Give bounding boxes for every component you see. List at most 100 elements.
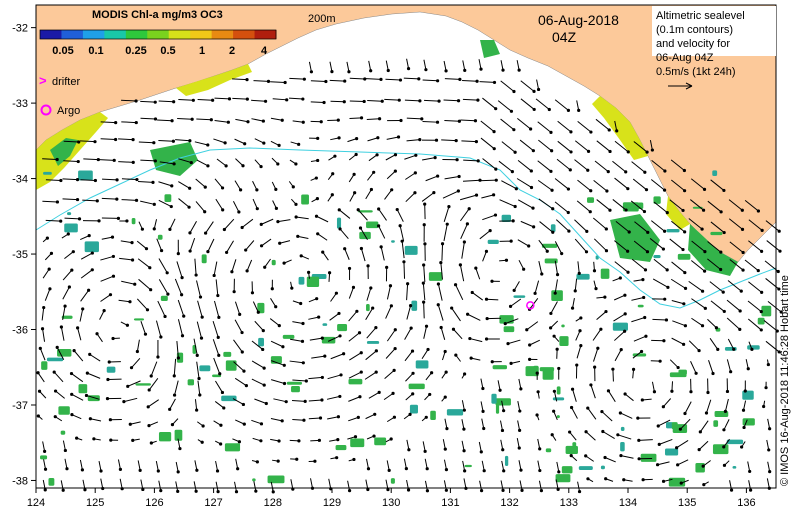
velocity-vector [767, 418, 771, 429]
chl-patch [106, 366, 116, 373]
velocity-vector-head [476, 98, 480, 102]
velocity-vector-head [494, 167, 498, 171]
chl-patch [578, 466, 593, 470]
velocity-vector-head [549, 169, 553, 173]
velocity-vector [406, 139, 420, 142]
velocity-vector-head [694, 371, 698, 375]
chl-patch [390, 478, 395, 484]
velocity-vector-head [206, 164, 210, 168]
velocity-vector-head [502, 409, 506, 413]
chl-patch [712, 170, 718, 176]
velocity-vector-head [191, 98, 195, 102]
velocity-vector-head [451, 327, 456, 331]
chl-patch [40, 455, 48, 460]
velocity-vector-head [195, 353, 199, 357]
velocity-vector-head [337, 311, 341, 316]
chl-patch [492, 365, 507, 370]
velocity-vector-head [443, 395, 447, 399]
velocity-vector [155, 320, 162, 338]
time-label: 04Z [552, 29, 577, 45]
velocity-vector-head [528, 357, 532, 361]
velocity-vector [196, 361, 200, 379]
velocity-vector [555, 219, 570, 232]
y-tick-label: -33 [12, 98, 28, 110]
velocity-vector-head [719, 210, 723, 214]
velocity-vector-head [130, 241, 134, 245]
velocity-vector-head [702, 483, 706, 487]
velocity-vector [330, 292, 337, 302]
velocity-vector [680, 418, 691, 430]
velocity-vector-head [663, 297, 667, 301]
velocity-vector [296, 216, 309, 220]
velocity-vector-head [501, 448, 505, 452]
velocity-vector [461, 140, 477, 143]
velocity-vector [421, 349, 429, 360]
velocity-vector [510, 298, 522, 307]
velocity-vector [348, 332, 360, 342]
velocity-vector [554, 178, 569, 190]
velocity-vector [406, 283, 409, 301]
velocity-vector [727, 338, 735, 350]
velocity-vector-head [240, 330, 244, 335]
velocity-vector-head [663, 169, 667, 173]
colorbar-tick-label: 4 [261, 45, 268, 57]
velocity-vector [585, 431, 596, 441]
velocity-vector-head [443, 349, 447, 354]
velocity-vector [443, 224, 448, 241]
velocity-vector [707, 318, 717, 329]
velocity-vector [71, 393, 84, 401]
velocity-vector-head [259, 222, 263, 226]
velocity-vector-head [568, 430, 572, 434]
velocity-vector-head [359, 370, 363, 374]
velocity-vector [119, 257, 133, 261]
velocity-vector-head [266, 79, 271, 83]
velocity-vector-head [552, 389, 556, 393]
velocity-vector [127, 380, 141, 387]
velocity-vector-head [95, 332, 99, 336]
velocity-vector-head [338, 227, 342, 231]
velocity-vector-head [242, 369, 246, 373]
velocity-vector-head [436, 303, 440, 307]
velocity-vector-head [511, 219, 515, 223]
velocity-vector [386, 285, 391, 300]
velocity-vector-head [200, 440, 204, 444]
velocity-vector-head [301, 321, 305, 326]
velocity-vector-head [683, 270, 687, 275]
velocity-vector [378, 225, 386, 239]
velocity-vector-head [70, 413, 74, 417]
velocity-vector-head [579, 316, 583, 320]
velocity-vector-head [701, 464, 705, 468]
velocity-vector [537, 438, 541, 449]
velocity-vector-head [637, 438, 641, 442]
velocity-vector-head [87, 234, 91, 238]
velocity-vector-head [641, 478, 645, 482]
velocity-vector [593, 179, 608, 192]
velocity-vector-head [149, 288, 153, 292]
velocity-vector-head [502, 469, 506, 473]
velocity-vector [270, 417, 283, 422]
velocity-vector-head [147, 424, 151, 428]
colorbar-segment [190, 30, 213, 39]
velocity-vector [677, 459, 689, 466]
velocity-vector [594, 160, 609, 173]
velocity-vector [140, 200, 155, 205]
velocity-vector [60, 326, 65, 341]
velocity-vector-head [114, 121, 118, 125]
velocity-vector-head [729, 370, 733, 374]
velocity-vector [176, 341, 179, 359]
velocity-vector [269, 318, 280, 326]
velocity-vector-head [222, 227, 226, 232]
velocity-vector-head [297, 142, 301, 146]
velocity-vector-head [130, 258, 135, 262]
velocity-vector [118, 161, 134, 163]
x-tick-label: 132 [500, 497, 518, 509]
velocity-vector-head [309, 70, 314, 74]
velocity-vector-head [88, 417, 92, 421]
velocity-vector-head [375, 153, 379, 157]
velocity-vector-head [547, 107, 551, 112]
velocity-vector-head [676, 365, 680, 370]
velocity-vector [423, 59, 427, 70]
velocity-vector-head [316, 136, 320, 140]
velocity-vector [232, 398, 244, 405]
velocity-vector-head [315, 297, 319, 301]
